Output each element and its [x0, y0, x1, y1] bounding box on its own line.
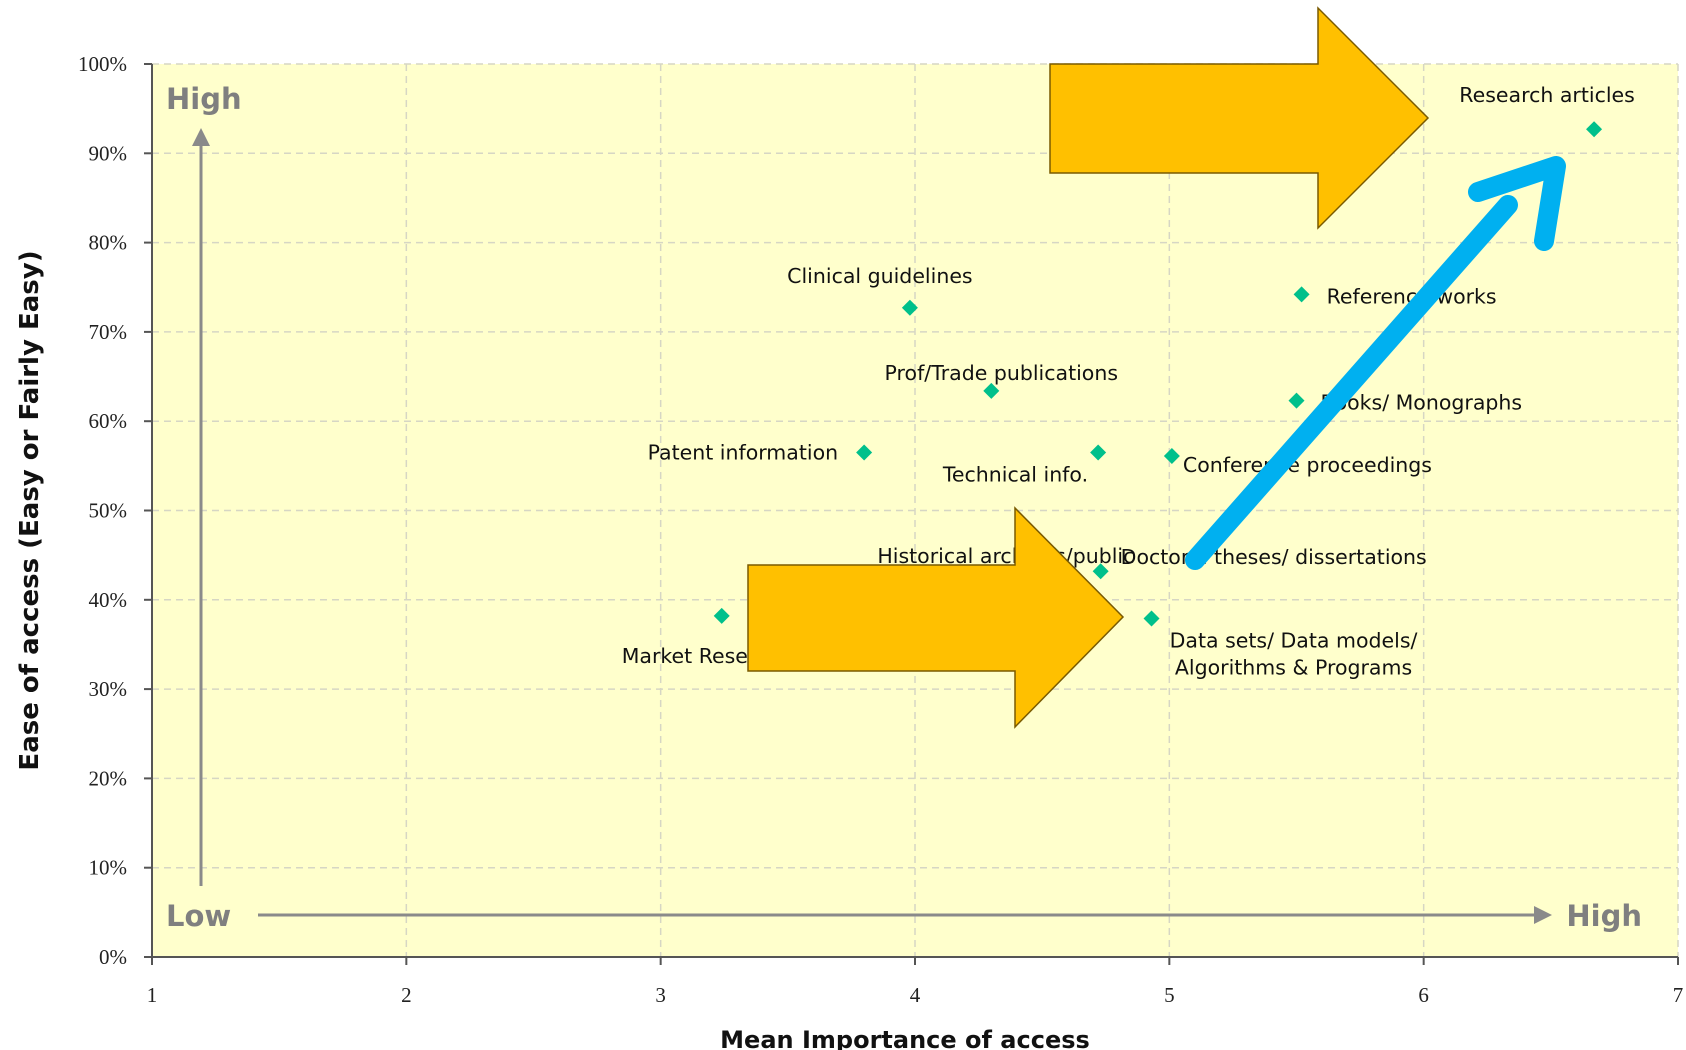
data-point-marker [1163, 448, 1180, 465]
x-tick-label: 1 [147, 983, 158, 1007]
quadrant-arrows: High Low High [166, 82, 1642, 933]
point-label: Prof/Trade publications [885, 361, 1118, 385]
point-label-line: Algorithms & Programs [1175, 656, 1412, 680]
data-point-marker [1090, 444, 1107, 461]
y-high-label: High [166, 82, 242, 116]
point-label: Data sets/ Data models/Algorithms & Prog… [1170, 629, 1418, 680]
data-point-marker [1586, 121, 1603, 138]
data-points [713, 121, 1603, 627]
x-tick-label: 5 [1164, 983, 1175, 1007]
point-label: Doctoral theses/ dissertations [1121, 545, 1427, 569]
x-tick-labels: 1 2 3 4 5 6 7 [147, 957, 1684, 1007]
x-high-label: High [1566, 899, 1642, 933]
y-tick-label: 40% [89, 588, 128, 612]
data-point-marker [1092, 563, 1109, 580]
data-point-marker [901, 299, 918, 316]
y-tick-label: 90% [89, 141, 128, 165]
point-label: Clinical guidelines [787, 264, 972, 288]
x-axis-label: Mean Importance of access [720, 1026, 1090, 1050]
data-point-marker [1293, 286, 1310, 303]
y-tick-label: 50% [89, 499, 128, 523]
point-label: Patent information [648, 440, 839, 464]
y-tick-label: 60% [89, 409, 128, 433]
data-point-marker [1288, 392, 1305, 409]
y-axis-label: Ease of access (Easy or Fairly Easy) [15, 250, 45, 770]
x-tick-label: 2 [401, 983, 412, 1007]
blue-arrow-shaft [1185, 195, 1518, 570]
y-tick-label: 10% [89, 856, 128, 880]
point-label: Research articles [1459, 83, 1635, 107]
overlay-arrows [747, 6, 1566, 729]
blue-arrow-head [1468, 156, 1566, 251]
data-point-marker [983, 382, 1000, 399]
x-tick-label: 4 [910, 983, 921, 1007]
data-point-marker [713, 607, 730, 624]
horizontal-arrowhead [1534, 906, 1552, 924]
orange-arrow-top [1049, 6, 1430, 230]
point-label: Technical info. [942, 462, 1088, 486]
y-tick-label: 80% [89, 231, 128, 255]
point-label: Conference proceedings [1183, 453, 1432, 477]
y-tick-label: 70% [89, 320, 128, 344]
x-tick-label: 6 [1418, 983, 1429, 1007]
x-tick-label: 3 [655, 983, 666, 1007]
y-tick-label: 20% [89, 766, 128, 790]
point-label-line: Data sets/ Data models/ [1170, 629, 1418, 653]
data-point-marker [856, 444, 873, 461]
orange-arrow-bottom [747, 506, 1125, 729]
y-low-label: Low [166, 899, 231, 933]
y-tick-label: 100% [78, 52, 127, 76]
x-tick-label: 7 [1673, 983, 1684, 1007]
y-tick-labels: 0% 10% 20% 30% 40% 50% 60% 70% 80% 90% 100% [78, 52, 152, 969]
y-tick-label: 30% [89, 677, 128, 701]
point-label: Historical archives/public [877, 544, 1134, 568]
vertical-arrowhead [192, 128, 210, 146]
data-point-marker [1143, 610, 1160, 627]
axis-titles: Mean Importance of access Ease of access… [15, 250, 1090, 1050]
y-tick-label: 0% [99, 945, 127, 969]
